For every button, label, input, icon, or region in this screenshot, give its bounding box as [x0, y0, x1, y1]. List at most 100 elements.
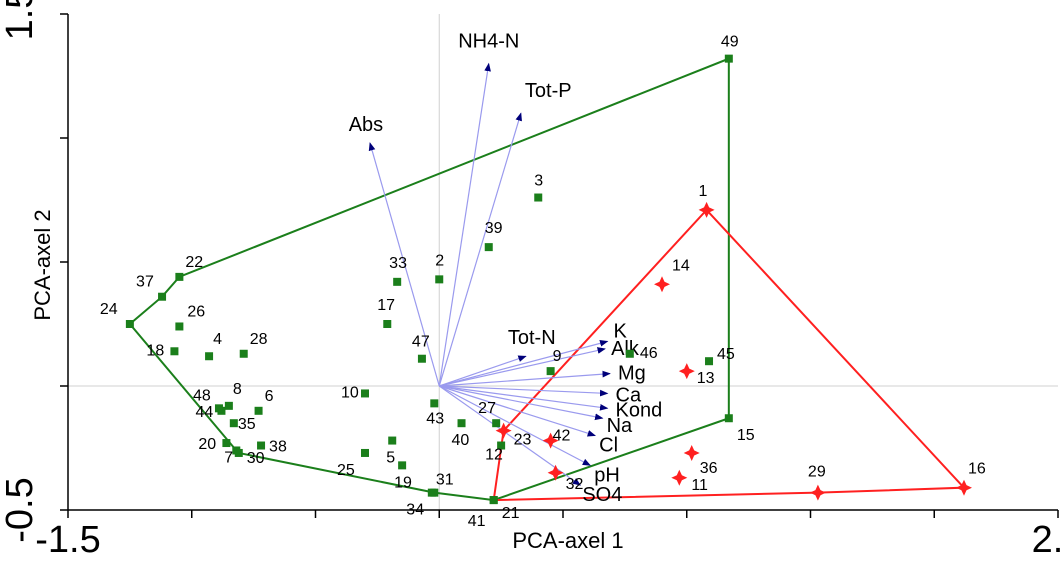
point-label: 35 [238, 416, 256, 433]
green-square-point [214, 404, 223, 413]
vector-arrow [438, 112, 522, 387]
vector-arrow [439, 385, 609, 411]
green-square-point [229, 419, 238, 428]
red-star-point [547, 464, 564, 481]
vector-arrow [438, 385, 591, 466]
vector-label: Cl [599, 435, 618, 457]
point-label: 3 [534, 173, 543, 190]
y-axis-label: PCA-axel 2 [30, 209, 55, 320]
green-square-point [534, 193, 543, 202]
green-square-point [158, 292, 167, 301]
green-square-point [361, 389, 369, 398]
point-label: 19 [394, 474, 412, 491]
point-label: 47 [412, 334, 430, 351]
point-label: 44 [195, 404, 213, 421]
vector-label: Kond [616, 399, 663, 421]
vector-label: Alk [611, 338, 640, 360]
red-star-point [683, 445, 700, 461]
point-label: 48 [193, 387, 211, 404]
point-label: 34 [406, 502, 424, 519]
point-label: 32 [566, 476, 584, 493]
point-label: 7 [224, 449, 233, 466]
point-label: 4 [213, 331, 222, 348]
sample-points [125, 54, 972, 505]
green-group-hull [128, 57, 730, 502]
green-square-point [205, 352, 214, 361]
vector-arrow [439, 385, 596, 437]
green-square-point [484, 243, 493, 252]
vector-arrow [368, 142, 440, 387]
vector-label: Mg [618, 363, 646, 385]
point-label: 42 [553, 428, 571, 445]
green-square-point [239, 349, 248, 358]
red-group-hull [492, 208, 967, 502]
green-square-point [170, 347, 179, 356]
zero-lines [68, 14, 1058, 510]
vector-label: SO4 [582, 484, 622, 506]
point-label: 17 [377, 297, 395, 314]
point-label: 41 [468, 513, 486, 530]
point-label: 36 [700, 460, 718, 477]
green-square-point [125, 320, 134, 328]
green-square-point [224, 401, 233, 410]
vector-arrow [439, 347, 606, 387]
green-square-point [492, 419, 501, 428]
red-star-point [698, 201, 715, 218]
green-square-point [497, 441, 506, 450]
red-star-point [678, 363, 695, 380]
point-label: 40 [452, 432, 470, 449]
point-label: 23 [514, 432, 532, 449]
point-label: 39 [485, 220, 503, 237]
vector-label: Na [607, 415, 633, 437]
point-label: 18 [146, 342, 164, 359]
point-label: 24 [100, 301, 118, 318]
green-square-point [417, 354, 426, 363]
red-star-point [542, 432, 559, 449]
vector-arrow [439, 370, 611, 387]
green-square-point [398, 461, 407, 470]
point-label: 11 [691, 477, 708, 494]
point-label: 30 [247, 450, 265, 467]
point-label: 45 [717, 346, 735, 363]
point-label: 33 [389, 255, 407, 272]
vector-arrow [438, 62, 491, 387]
point-label: 21 [502, 505, 520, 522]
point-label: 37 [136, 274, 154, 291]
green-square-point [361, 448, 369, 457]
point-labels: 2345678910121517181920212224252627283031… [100, 34, 986, 530]
red-star-point [956, 479, 972, 496]
group-hulls [128, 57, 967, 502]
green-square-point [435, 275, 444, 284]
point-label: 12 [485, 447, 503, 464]
point-label: 5 [386, 450, 395, 467]
point-label: 16 [968, 461, 986, 478]
point-label: 13 [697, 370, 715, 387]
green-square-point [546, 367, 555, 376]
point-label: 8 [233, 381, 242, 398]
vector-label: NH4-N [458, 31, 519, 53]
vector-label: Tot-P [525, 80, 572, 102]
vector-arrow [439, 340, 609, 387]
point-label: 49 [721, 34, 739, 51]
point-label: 15 [737, 427, 755, 444]
green-square-point [724, 414, 733, 423]
vector-label: Abs [349, 114, 383, 136]
red-star-point [671, 469, 688, 486]
green-square-point [457, 419, 466, 428]
point-label: 20 [198, 436, 216, 453]
green-square-point [430, 399, 439, 408]
green-square-point [383, 320, 392, 328]
green-square-point [254, 406, 263, 415]
x-tick-label: 2.5 [1032, 519, 1062, 561]
y-tick-label: -0.5 [0, 477, 41, 542]
point-label: 46 [640, 345, 658, 362]
point-label: 14 [672, 257, 690, 274]
point-label: 22 [185, 254, 203, 271]
point-label: 26 [187, 303, 205, 320]
x-axis-label: PCA-axel 1 [512, 528, 623, 553]
point-label: 43 [426, 410, 444, 427]
green-square-point [625, 349, 634, 358]
point-label: 2 [435, 252, 444, 269]
